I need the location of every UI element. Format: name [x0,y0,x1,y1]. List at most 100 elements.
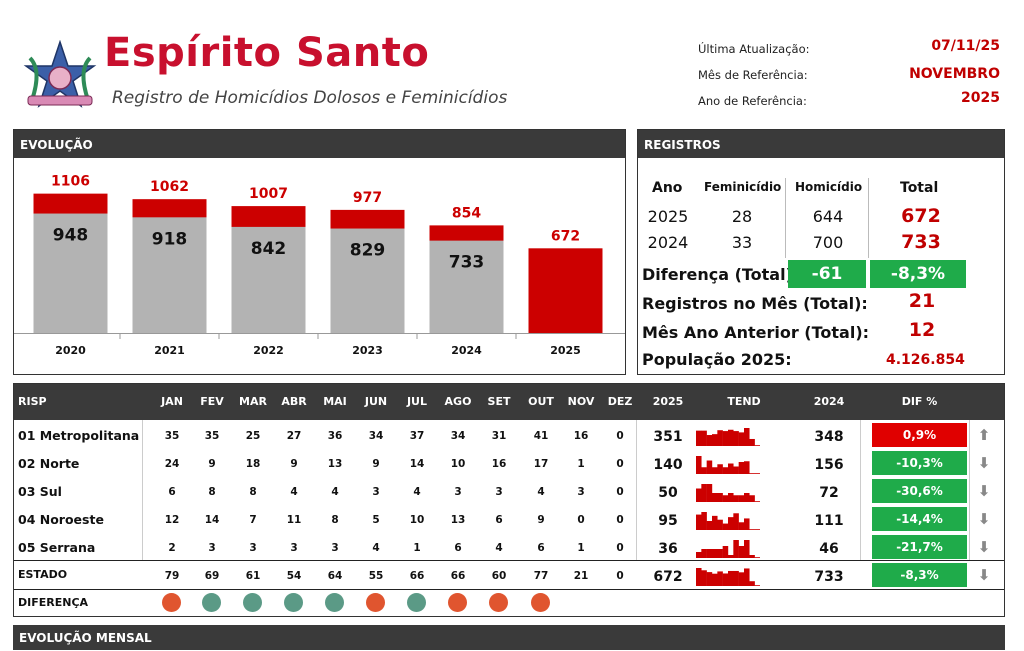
sparkline-bar [696,430,702,446]
sparkline-bar [749,473,755,474]
sparkline-bar [701,430,707,446]
sparkline-bar [722,431,729,446]
dif-badge: 0,9% [872,423,967,447]
sparkline-bar [701,512,707,530]
sparkline-bar [722,495,729,502]
month-value: 4 [413,486,421,498]
month-value: 10 [409,514,425,526]
sparkline-bar [744,568,750,586]
trend-sparkline [696,540,760,558]
dif-badge: -14,4% [872,507,967,531]
month-value: 4 [495,542,503,554]
risp-name: 02 Norte [18,456,80,471]
month-value: 7 [249,514,257,526]
month-value: 21 [573,570,589,582]
month-value: 4 [537,486,545,498]
sparkline-bar [696,488,702,502]
month-header-out: OUT [528,395,554,408]
status-dot-teal [284,593,303,612]
month-header-mai: MAI [323,395,347,408]
sparkline-bar [733,495,739,502]
row-2025-total: 672 [901,205,941,227]
bar-total-label-2021: 1062 [150,179,189,195]
mes-ano-anterior-value: 12 [908,319,936,341]
month-value: 41 [533,430,549,442]
month-value: 18 [245,458,261,470]
sparkline-bar [728,429,734,446]
month-value: 0 [616,430,624,442]
diferenca-abs-badge: -61 [788,260,866,288]
month-value: 17 [533,458,549,470]
month-header-mar: MAR [239,395,267,408]
x-tick-label-2023: 2023 [352,344,383,357]
sparkline-bar [749,581,755,586]
sparkline-bar [738,462,745,474]
risp-name: 03 Sul [18,484,62,499]
sparkline-bar [733,431,739,446]
bar-homicidio-2021 [132,217,207,333]
status-dot-red [531,593,550,612]
row-2025-ano: 2025 [647,207,689,226]
x-tick-label-2024: 2024 [451,344,482,357]
total-2024: 111 [814,513,844,529]
trend-sparkline [696,512,760,530]
month-value: 55 [368,570,384,582]
sparkline-bar [749,438,755,446]
bar-total-label-2020: 1106 [51,174,90,190]
sparkline-bar [696,456,702,474]
sparkline-bar [717,549,723,558]
trend-sparkline [696,428,760,446]
month-value: 66 [409,570,425,582]
sparkline-bar [717,519,723,530]
sparkline-bar [717,493,723,502]
table-row: 03 Sul 6 8 8 4 4 3 4 3 3 4 3 0 50 72 -30,6% ⬇ [14,478,1004,506]
total-2025: 50 [658,485,678,501]
sparkline-bar [744,461,750,474]
sparkline-bar [701,467,707,474]
populacao-value: 4.126.854 [886,352,965,368]
month-value: 3 [290,542,298,554]
arrow-down-icon: ⬇ [977,454,991,472]
month-value: 27 [286,430,302,442]
estado-row: ESTADO 79 69 61 54 64 55 66 66 60 77 21 0 672 733 -8,3%… [14,562,1004,590]
registros-panel: REGISTROS Ano Feminicídio Homicídio Tota… [637,129,1005,375]
dif-badge: -8,3% [872,563,967,587]
status-dot-teal [243,593,262,612]
month-value: 6 [537,542,545,554]
sparkline-bar [728,555,734,558]
sparkline-bar [744,540,750,558]
total-2025: 95 [658,513,678,529]
month-value: 60 [491,570,507,582]
sparkline-bar [717,571,723,586]
month-value: 25 [245,430,261,442]
table-row: 01 Metropolitana 35 35 25 27 36 34 37 34 31 41 16 0 3… [14,422,1004,450]
bar-homicidio-label-2023: 829 [350,241,386,261]
month-value: 9 [372,458,380,470]
month-value: 6 [454,542,462,554]
risp-header-label: RISP [18,395,47,408]
row-2024-ano: 2024 [647,233,689,252]
arrow-up-icon: ⬆ [977,426,991,444]
dif-header: DIF % [901,395,938,408]
total-2024: 156 [814,457,844,473]
sparkline-bar [712,434,718,446]
page-title: Espírito Santo [104,30,430,76]
month-value: 35 [204,430,220,442]
x-tick-label-2020: 2020 [55,344,86,357]
month-value: 3 [372,486,380,498]
month-value: 8 [249,486,257,498]
registros-panel-title: REGISTROS [638,130,1004,158]
meta-label-updated: Última Atualização: [698,42,810,56]
month-value: 35 [164,430,180,442]
sparkline-bar [706,460,713,474]
sparkline-bar [706,484,713,502]
row-2024-homicidio: 700 [812,233,844,252]
month-value: 0 [616,542,624,554]
sparkline-bar [738,572,745,586]
month-value: 9 [290,458,298,470]
coat-of-arms-icon [23,40,97,108]
col-header-total: Total [900,180,939,196]
tend-header: TEND [727,395,761,408]
table-row: 02 Norte 24 9 18 9 13 9 14 10 16 17 1 0 140 156 -10,3% ⬇ [14,450,1004,478]
sparkline-bar [728,570,734,586]
